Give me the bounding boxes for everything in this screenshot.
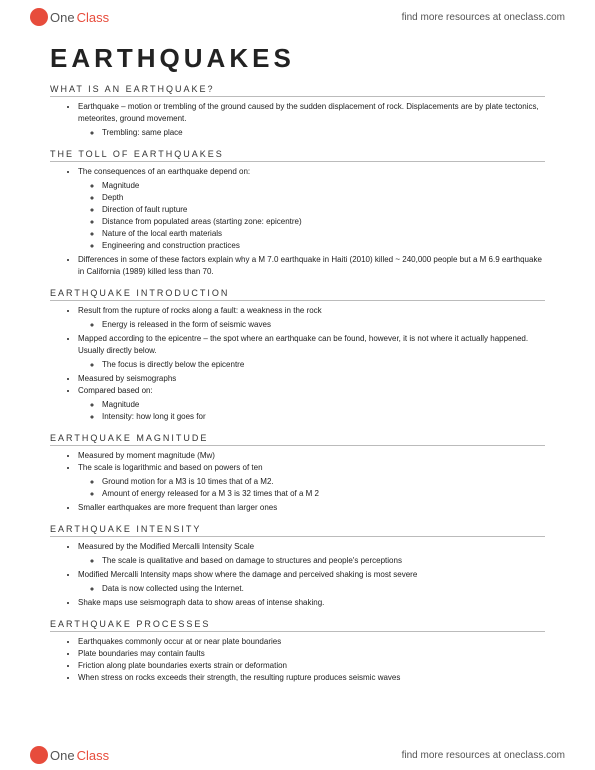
section-heading: EARTHQUAKE MAGNITUDE xyxy=(50,433,545,446)
bullet-list: MagnitudeDepthDirection of fault rupture… xyxy=(78,180,545,252)
page-header: OneClass find more resources at oneclass… xyxy=(0,0,595,31)
bullet-item: Trembling: same place xyxy=(102,127,545,139)
bullet-item: Result from the rupture of rocks along a… xyxy=(78,305,545,331)
bullet-item: Mapped according to the epicentre – the … xyxy=(78,333,545,371)
page-title: EARTHQUAKES xyxy=(50,43,545,74)
bullet-item: Engineering and construction practices xyxy=(102,240,545,252)
bullet-list: Energy is released in the form of seismi… xyxy=(78,319,545,331)
bullet-item: The focus is directly below the epicentr… xyxy=(102,359,545,371)
bullet-list: Measured by the Modified Mercalli Intens… xyxy=(50,541,545,609)
logo: OneClass xyxy=(30,8,109,26)
section-heading: EARTHQUAKE INTRODUCTION xyxy=(50,288,545,301)
bullet-list: Ground motion for a M3 is 10 times that … xyxy=(78,476,545,500)
bullet-item: Depth xyxy=(102,192,545,204)
bullet-item: When stress on rocks exceeds their stren… xyxy=(78,672,545,684)
footer-logo-text-one: One xyxy=(50,748,75,763)
bullet-item: Nature of the local earth materials xyxy=(102,228,545,240)
bullet-item: Differences in some of these factors exp… xyxy=(78,254,545,278)
bullet-list: The focus is directly below the epicentr… xyxy=(78,359,545,371)
bullet-list: The scale is qualitative and based on da… xyxy=(78,555,545,567)
bullet-item: Intensity: how long it goes for xyxy=(102,411,545,423)
bullet-list: Earthquake – motion or trembling of the … xyxy=(50,101,545,139)
page-footer: OneClass find more resources at oneclass… xyxy=(0,746,595,764)
bullet-item: Measured by seismographs xyxy=(78,373,545,385)
bullet-item: The scale is logarithmic and based on po… xyxy=(78,462,545,500)
bullet-item: Friction along plate boundaries exerts s… xyxy=(78,660,545,672)
bullet-list: Measured by moment magnitude (Mw)The sca… xyxy=(50,450,545,514)
logo-icon xyxy=(30,8,48,26)
bullet-list: The consequences of an earthquake depend… xyxy=(50,166,545,278)
bullet-item: Measured by moment magnitude (Mw) xyxy=(78,450,545,462)
bullet-list: Result from the rupture of rocks along a… xyxy=(50,305,545,423)
bullet-list: Earthquakes commonly occur at or near pl… xyxy=(50,636,545,684)
footer-logo-text-class: Class xyxy=(77,748,110,763)
logo-text-one: One xyxy=(50,10,75,25)
section-heading: EARTHQUAKE PROCESSES xyxy=(50,619,545,632)
bullet-item: Distance from populated areas (starting … xyxy=(102,216,545,228)
bullet-item: Shake maps use seismograph data to show … xyxy=(78,597,545,609)
bullet-item: Plate boundaries may contain faults xyxy=(78,648,545,660)
bullet-item: Smaller earthquakes are more frequent th… xyxy=(78,502,545,514)
bullet-item: Magnitude xyxy=(102,399,545,411)
bullet-list: Trembling: same place xyxy=(78,127,545,139)
bullet-item: Compared based on:MagnitudeIntensity: ho… xyxy=(78,385,545,423)
bullet-item: Ground motion for a M3 is 10 times that … xyxy=(102,476,545,488)
page-body: EARTHQUAKES WHAT IS AN EARTHQUAKE? Earthq… xyxy=(0,31,595,700)
section-heading: WHAT IS AN EARTHQUAKE? xyxy=(50,84,545,97)
sections-container: WHAT IS AN EARTHQUAKE? Earthquake – motio… xyxy=(50,84,545,684)
bullet-item: Energy is released in the form of seismi… xyxy=(102,319,545,331)
logo-icon xyxy=(30,746,48,764)
footer-link[interactable]: find more resources at oneclass.com xyxy=(402,750,565,761)
bullet-item: The consequences of an earthquake depend… xyxy=(78,166,545,252)
bullet-item: Earthquakes commonly occur at or near pl… xyxy=(78,636,545,648)
footer-logo: OneClass xyxy=(30,746,109,764)
bullet-item: Modified Mercalli Intensity maps show wh… xyxy=(78,569,545,595)
header-link[interactable]: find more resources at oneclass.com xyxy=(402,12,565,23)
logo-text-class: Class xyxy=(77,10,110,25)
bullet-list: Data is now collected using the Internet… xyxy=(78,583,545,595)
bullet-item: Measured by the Modified Mercalli Intens… xyxy=(78,541,545,567)
bullet-item: Earthquake – motion or trembling of the … xyxy=(78,101,545,139)
bullet-item: Amount of energy released for a M 3 is 3… xyxy=(102,488,545,500)
bullet-item: Magnitude xyxy=(102,180,545,192)
bullet-item: Direction of fault rupture xyxy=(102,204,545,216)
bullet-item: Data is now collected using the Internet… xyxy=(102,583,545,595)
bullet-list: MagnitudeIntensity: how long it goes for xyxy=(78,399,545,423)
bullet-item: The scale is qualitative and based on da… xyxy=(102,555,545,567)
section-heading: THE TOLL OF EARTHQUAKES xyxy=(50,149,545,162)
section-heading: EARTHQUAKE INTENSITY xyxy=(50,524,545,537)
